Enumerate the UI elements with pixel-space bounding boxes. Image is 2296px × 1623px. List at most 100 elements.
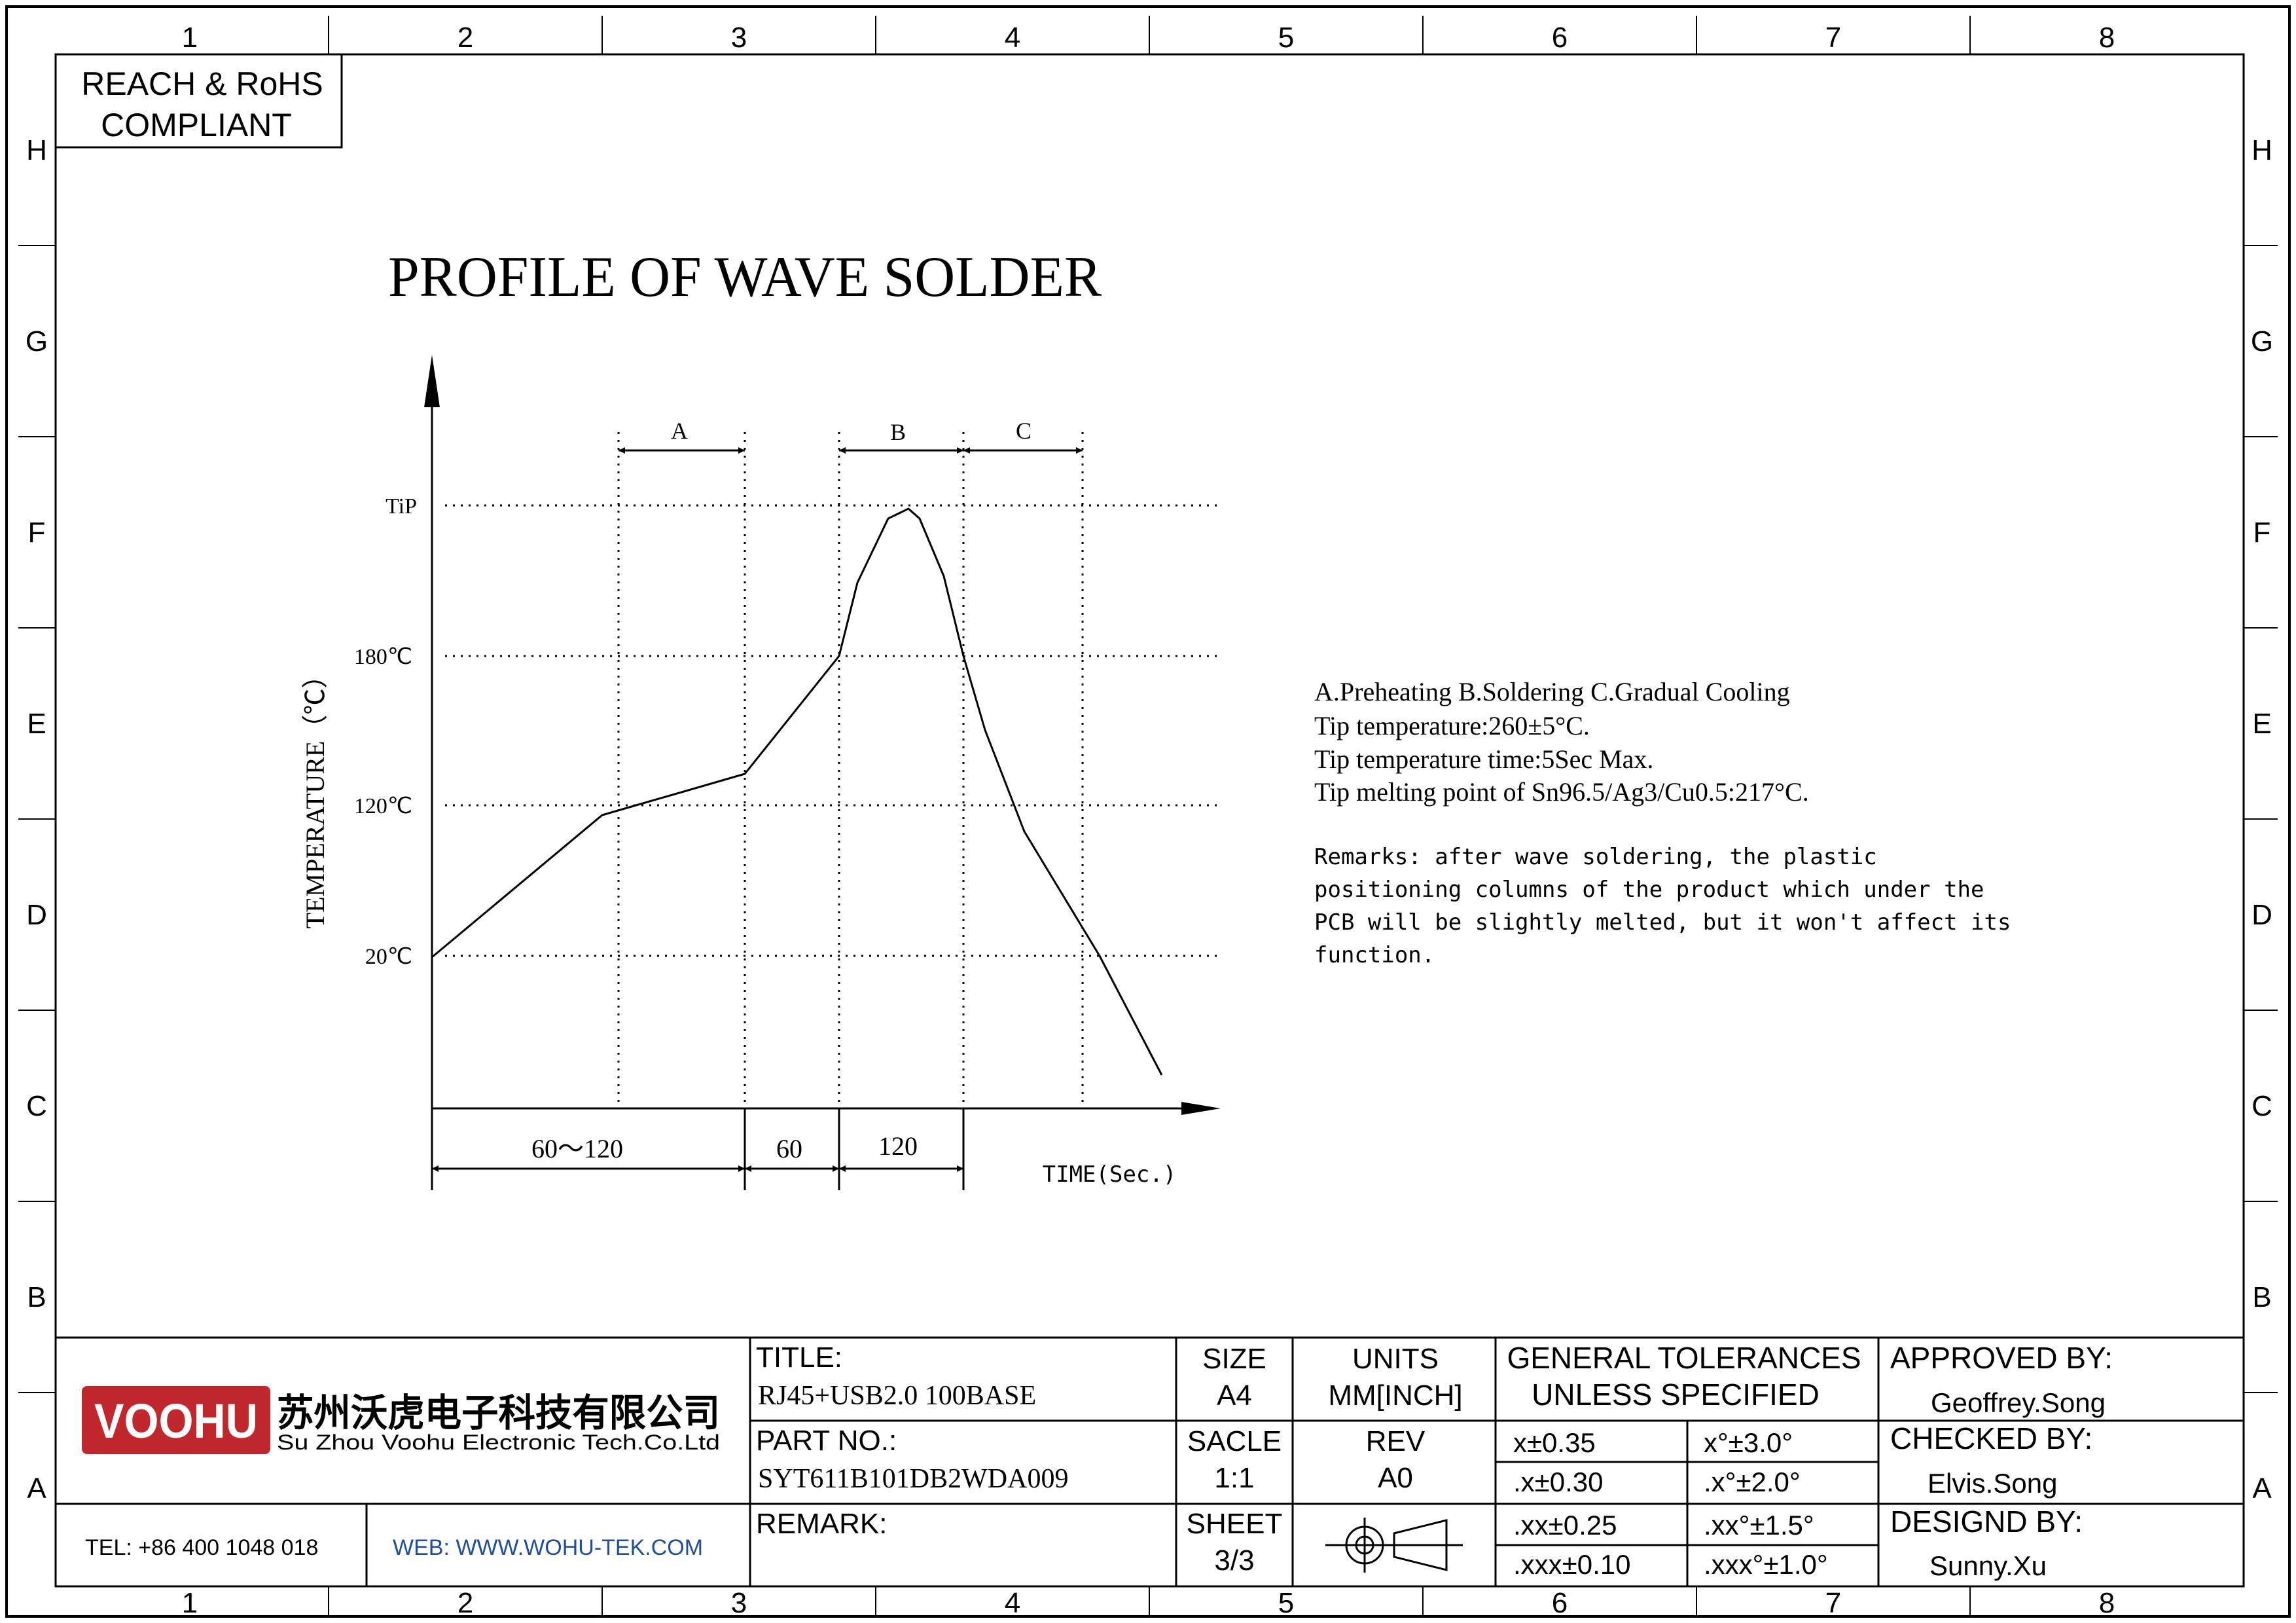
tolerance-linear-2: .x±0.30 <box>1513 1467 1603 1497</box>
sheet-label: SHEET <box>1187 1508 1283 1540</box>
phase-label-c: C <box>1016 418 1031 444</box>
row-label-right-h: H <box>2251 134 2272 166</box>
reference-grid <box>445 432 1221 1106</box>
company-website[interactable]: WEB: WWW.WOHU-TEK.COM <box>393 1535 703 1560</box>
phase-label-a: A <box>671 418 688 444</box>
row-label-right-a: A <box>2252 1472 2272 1504</box>
col-label-bottom-2: 2 <box>457 1587 473 1619</box>
third-angle-projection-icon <box>1325 1518 1463 1573</box>
x-axis-label: TIME(Sec.) <box>1043 1161 1177 1188</box>
remark-label: REMARK: <box>756 1508 887 1540</box>
zone-labels: 1 2 3 4 5 6 7 8 1 2 3 4 5 6 7 8 H G F E … <box>26 22 2273 1619</box>
title-value: RJ45+USB2.0 100BASE <box>758 1381 1036 1411</box>
phase-label-b: B <box>890 419 906 445</box>
col-label-top-2: 2 <box>457 22 473 54</box>
profile-diagram: TiP 180℃ 120℃ 20℃ TEMPERATURE（℃） A B C 6… <box>300 355 1221 1190</box>
zone-ticks <box>18 16 2278 1616</box>
col-label-top-6: 6 <box>1552 22 1568 54</box>
note-line-4: Tip melting point of Sn96.5/Ag3/Cu0.5:21… <box>1314 777 1809 807</box>
duration-label-preheat: 60～120 <box>531 1134 623 1163</box>
row-label-left-c: C <box>26 1090 47 1122</box>
compliance-line-2: COMPLIANT <box>101 107 292 143</box>
col-label-top-4: 4 <box>1005 22 1020 54</box>
company-logo: VOOHU <box>82 1386 270 1454</box>
row-label-right-f: F <box>2253 517 2271 549</box>
title-label: TITLE: <box>756 1341 842 1374</box>
level-label-120: 120℃ <box>354 794 412 818</box>
scale-label: SACLE <box>1187 1425 1282 1457</box>
part-number-value: SYT611B101DB2WDA009 <box>758 1464 1068 1494</box>
tolerances-header-1: GENERAL TOLERANCES <box>1507 1341 1861 1375</box>
tolerance-linear-3: .xx±0.25 <box>1513 1510 1617 1541</box>
row-label-left-f: F <box>28 517 46 549</box>
row-label-left-a: A <box>27 1472 46 1504</box>
tolerance-angular-4: .xxx°±1.0° <box>1704 1549 1828 1580</box>
units-label: UNITS <box>1352 1343 1439 1375</box>
row-label-right-e: E <box>2252 708 2271 740</box>
size-value: A4 <box>1217 1379 1252 1412</box>
level-label-180: 180℃ <box>354 645 412 669</box>
col-label-top-8: 8 <box>2099 22 2115 54</box>
designed-by-label: DESIGND BY: <box>1890 1504 2083 1539</box>
col-label-top-5: 5 <box>1278 22 1294 54</box>
company-name-en: Su Zhou Voohu Electronic Tech.Co.Ltd <box>277 1431 720 1454</box>
row-label-left-b: B <box>27 1281 46 1313</box>
compliance-box: REACH & RoHS COMPLIANT <box>56 54 343 149</box>
process-notes: A.Preheating B.Soldering C.Gradual Cooli… <box>1314 677 1809 807</box>
remark-line-3: PCB will be slightly melted, but it won'… <box>1314 909 2011 936</box>
rev-value: A0 <box>1378 1462 1413 1494</box>
checked-by-label: CHECKED BY: <box>1890 1421 2092 1455</box>
col-label-bottom-8: 8 <box>2099 1587 2115 1619</box>
row-label-right-g: G <box>2251 325 2273 357</box>
row-label-right-b: B <box>2252 1281 2271 1313</box>
note-line-3: Tip temperature time:5Sec Max. <box>1314 744 1653 774</box>
note-line-1: A.Preheating B.Soldering C.Gradual Cooli… <box>1314 677 1790 706</box>
scale-value: 1:1 <box>1214 1462 1254 1494</box>
company-tel: TEL: +86 400 1048 018 <box>85 1535 318 1560</box>
rev-label: REV <box>1366 1425 1426 1457</box>
title-block: VOOHU 苏州沃虎电子科技有限公司 Su Zhou Voohu Electro… <box>56 1336 2244 1586</box>
sheet-value: 3/3 <box>1214 1544 1254 1577</box>
y-axis-label: TEMPERATURE（℃） <box>300 663 330 929</box>
compliance-line-1: REACH & RoHS <box>81 65 323 102</box>
row-label-left-d: D <box>26 899 47 931</box>
tolerance-angular-2: .x°±2.0° <box>1704 1467 1801 1497</box>
row-label-left-h: H <box>26 134 47 166</box>
y-axis-arrowhead <box>424 355 440 407</box>
diagram-title: PROFILE OF WAVE SOLDER <box>388 246 1102 309</box>
remark-line-1: Remarks: after wave soldering, the plast… <box>1314 844 1877 870</box>
remark-line-4: function. <box>1314 942 1435 968</box>
tolerances-header-2: UNLESS SPECIFIED <box>1532 1377 1820 1412</box>
col-label-top-7: 7 <box>1825 22 1841 54</box>
row-label-right-c: C <box>2251 1090 2272 1122</box>
tolerance-linear-4: .xxx±0.10 <box>1513 1549 1630 1580</box>
remark-line-2: positioning columns of the product which… <box>1314 877 1984 903</box>
designed-by-value: Sunny.Xu <box>1929 1550 2047 1581</box>
duration-label-solder: 120 <box>878 1131 918 1161</box>
approved-by-value: Geoffrey.Song <box>1931 1387 2106 1418</box>
row-label-left-g: G <box>26 325 48 357</box>
col-label-bottom-6: 6 <box>1552 1587 1568 1619</box>
sheet-frame <box>5 5 2291 1618</box>
col-label-bottom-3: 3 <box>731 1587 747 1619</box>
col-label-bottom-5: 5 <box>1278 1587 1294 1619</box>
row-label-right-d: D <box>2251 899 2272 931</box>
row-label-left-e: E <box>27 708 46 740</box>
tolerance-angular-3: .xx°±1.5° <box>1704 1510 1814 1541</box>
approved-by-label: APPROVED BY: <box>1890 1341 2113 1375</box>
duration-label-ramp: 60 <box>776 1134 802 1163</box>
units-value: MM[INCH] <box>1328 1379 1462 1412</box>
size-label: SIZE <box>1202 1343 1266 1375</box>
temperature-profile-curve <box>431 507 1163 1076</box>
col-label-top-3: 3 <box>731 22 747 54</box>
part-number-label: PART NO.: <box>756 1425 897 1457</box>
level-label-20: 20℃ <box>365 945 412 969</box>
tolerance-angular-1: x°±3.0° <box>1704 1427 1793 1458</box>
x-axis-arrowhead <box>1181 1102 1221 1115</box>
col-label-top-1: 1 <box>182 22 198 54</box>
note-line-2: Tip temperature:260±5°C. <box>1314 711 1590 740</box>
title-block-grid <box>56 1336 2244 1586</box>
tolerance-linear-1: x±0.35 <box>1513 1427 1596 1458</box>
remarks: Remarks: after wave soldering, the plast… <box>1314 844 2011 968</box>
col-label-bottom-7: 7 <box>1825 1587 1841 1619</box>
